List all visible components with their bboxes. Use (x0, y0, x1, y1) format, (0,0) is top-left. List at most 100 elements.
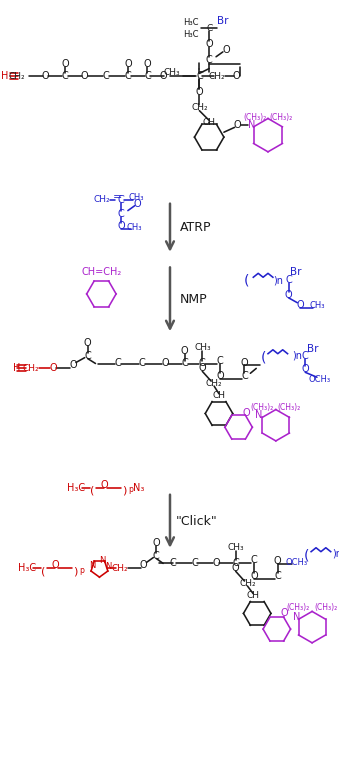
Text: O: O (234, 120, 241, 130)
Text: CH₃: CH₃ (129, 193, 144, 203)
Text: N: N (89, 561, 96, 570)
Text: O: O (216, 371, 224, 381)
Text: ): ) (122, 486, 126, 496)
Text: (CH₃)₂: (CH₃)₂ (244, 113, 267, 122)
Text: O: O (281, 608, 288, 618)
Text: C: C (118, 195, 124, 205)
Text: Br: Br (217, 16, 229, 26)
Text: CH₂: CH₂ (93, 196, 110, 204)
Text: O: O (301, 365, 309, 374)
Text: CH₂: CH₂ (239, 579, 256, 587)
Text: CH: CH (213, 391, 225, 400)
Text: CH₂: CH₂ (8, 72, 25, 81)
Text: O: O (61, 59, 69, 68)
Text: O: O (251, 571, 258, 581)
Text: O: O (52, 560, 59, 570)
Text: CH₂: CH₂ (22, 364, 39, 373)
Text: N: N (105, 562, 112, 571)
Text: )n: )n (333, 549, 339, 559)
Text: C: C (232, 559, 239, 568)
Text: (CH₃)₂: (CH₃)₂ (277, 403, 300, 412)
Text: CH₂: CH₂ (191, 103, 208, 113)
Text: (CH₃)₂: (CH₃)₂ (251, 403, 274, 412)
Text: O: O (159, 71, 167, 81)
Text: C: C (206, 24, 212, 33)
Text: N: N (99, 556, 105, 565)
Text: O: O (153, 538, 160, 548)
Text: O: O (134, 199, 141, 209)
Text: (: ( (303, 549, 309, 563)
Text: p: p (128, 486, 133, 494)
Text: N: N (293, 612, 300, 622)
Text: O: O (199, 363, 206, 373)
Text: C: C (144, 71, 151, 81)
Text: =: = (113, 192, 122, 202)
Text: O: O (285, 290, 292, 300)
Text: C: C (115, 359, 121, 369)
Text: O: O (101, 480, 108, 490)
Text: C: C (217, 355, 223, 365)
Text: O: O (196, 87, 203, 97)
Text: C: C (199, 359, 206, 369)
Text: )n: )n (293, 351, 302, 361)
Text: O: O (69, 361, 77, 370)
Text: OCH₃: OCH₃ (285, 558, 307, 567)
Text: H: H (1, 71, 8, 81)
Text: O: O (212, 559, 220, 568)
Text: NMP: NMP (180, 293, 207, 306)
Text: (CH₃)₂: (CH₃)₂ (269, 113, 292, 122)
Text: O: O (84, 338, 92, 348)
Text: C: C (191, 559, 198, 568)
Text: C: C (274, 571, 281, 581)
Text: O: O (205, 39, 213, 49)
Text: C: C (206, 54, 213, 64)
Text: CH: CH (203, 118, 216, 127)
Text: ATRP: ATRP (180, 221, 211, 234)
Text: O: O (140, 560, 147, 570)
Text: O: O (181, 346, 188, 355)
Text: (: ( (41, 566, 46, 577)
Text: C: C (241, 371, 248, 381)
Text: C: C (302, 351, 308, 361)
Text: C: C (103, 71, 109, 81)
Text: O: O (243, 408, 250, 418)
Text: N: N (256, 411, 263, 421)
Text: C: C (138, 359, 145, 369)
Text: "Click": "Click" (176, 514, 218, 528)
Text: O: O (42, 71, 49, 81)
Text: CH₂: CH₂ (112, 564, 128, 573)
Text: (CH₃)₂: (CH₃)₂ (314, 603, 337, 612)
Text: O: O (232, 563, 239, 573)
Text: CH₂: CH₂ (209, 72, 225, 81)
Text: N: N (248, 120, 255, 130)
Text: CH=CH₂: CH=CH₂ (81, 268, 121, 277)
Text: O: O (274, 556, 282, 566)
Text: OCH₃: OCH₃ (309, 375, 331, 383)
Text: CH₃: CH₃ (227, 543, 244, 553)
Text: (: ( (260, 351, 266, 365)
Text: C: C (285, 275, 292, 286)
Text: C: C (84, 351, 91, 361)
Text: C: C (251, 556, 258, 566)
Text: O: O (144, 59, 151, 68)
Text: C: C (118, 209, 124, 219)
Text: CH₃: CH₃ (194, 343, 211, 352)
Text: O: O (161, 359, 169, 369)
Text: CH₃: CH₃ (309, 301, 325, 310)
Text: CH₃: CH₃ (127, 223, 142, 232)
Text: O: O (233, 71, 240, 81)
Text: N₃: N₃ (133, 483, 144, 493)
Text: C: C (153, 551, 160, 560)
Text: O: O (241, 358, 248, 368)
Text: p: p (79, 566, 84, 575)
Text: O: O (297, 300, 304, 310)
Text: O: O (81, 71, 88, 81)
Text: C: C (124, 71, 131, 81)
Text: CH₃: CH₃ (163, 68, 180, 77)
Text: H₃C: H₃C (18, 563, 36, 573)
Text: (: ( (244, 273, 249, 287)
Text: Br: Br (307, 344, 319, 354)
Text: ): ) (73, 566, 77, 577)
Text: CH₂: CH₂ (206, 379, 222, 387)
Text: (: ( (91, 486, 95, 496)
